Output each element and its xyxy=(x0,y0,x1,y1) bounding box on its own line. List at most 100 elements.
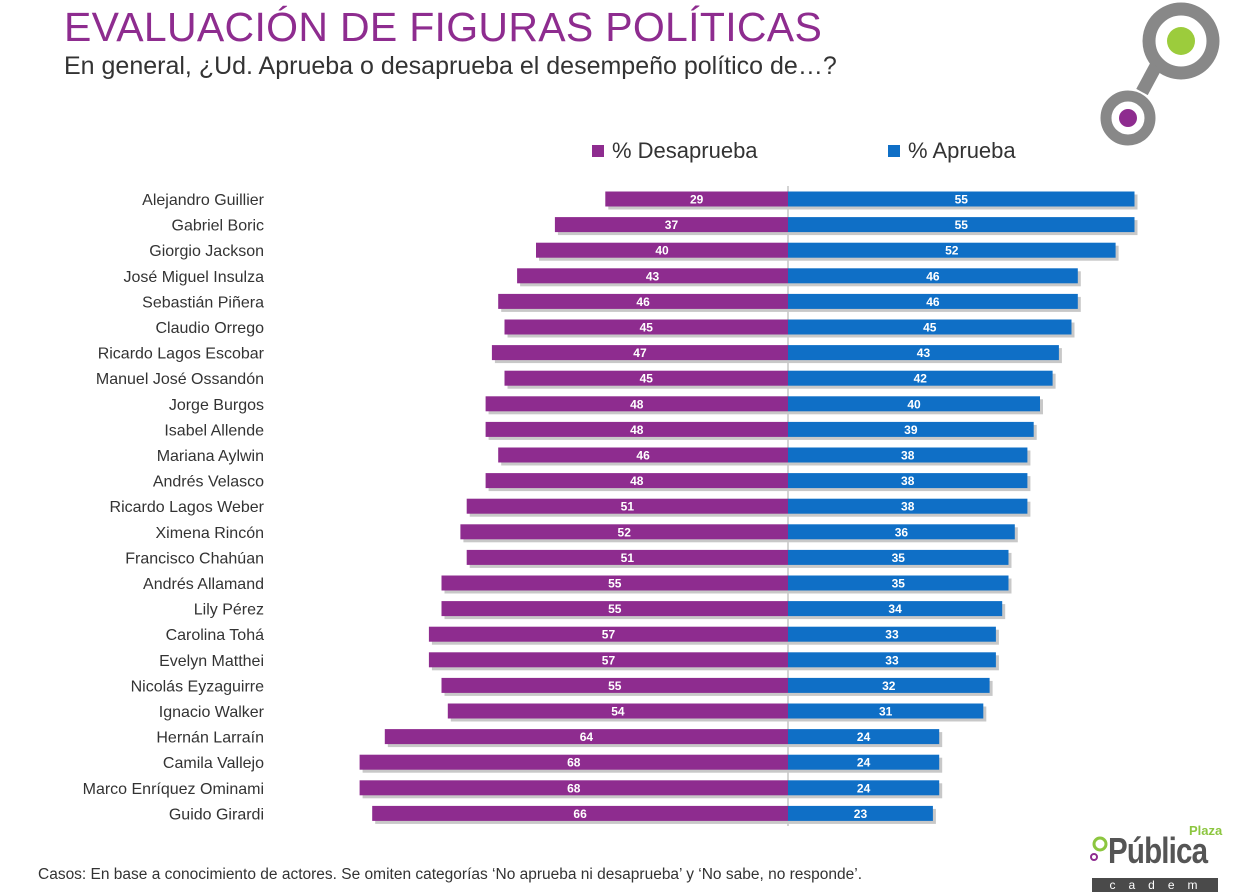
data-label-desaprueba: 68 xyxy=(567,781,581,795)
data-label-aprueba: 43 xyxy=(917,346,931,360)
data-label-aprueba: 38 xyxy=(901,474,915,488)
logo-publica-text: Pública xyxy=(1108,830,1208,871)
bar-desaprueba xyxy=(498,293,788,309)
bar-desaprueba xyxy=(466,549,788,565)
data-label-desaprueba: 48 xyxy=(630,423,644,437)
category-label: Carolina Tohá xyxy=(166,627,265,644)
category-label: Andrés Allamand xyxy=(143,576,264,593)
legend-label-aprueba: % Aprueba xyxy=(908,138,1016,163)
bar-aprueba xyxy=(788,370,1053,386)
bar-desaprueba xyxy=(441,677,788,693)
bar-desaprueba xyxy=(491,345,788,361)
legend-item-aprueba: % Aprueba xyxy=(888,138,1016,164)
data-label-aprueba: 45 xyxy=(923,321,937,335)
bar-aprueba xyxy=(788,498,1028,514)
bar-desaprueba xyxy=(372,805,788,821)
bar-desaprueba xyxy=(485,421,788,437)
data-label-desaprueba: 45 xyxy=(640,321,654,335)
data-label-desaprueba: 57 xyxy=(602,628,616,642)
data-label-desaprueba: 43 xyxy=(646,269,660,283)
bar-aprueba xyxy=(788,396,1040,412)
legend-swatch-aprueba xyxy=(888,145,900,157)
bar-aprueba xyxy=(788,319,1072,335)
bar-desaprueba xyxy=(485,473,788,489)
data-label-aprueba: 38 xyxy=(901,449,915,463)
category-label: Nicolás Eyzaguirre xyxy=(131,678,264,695)
data-label-aprueba: 42 xyxy=(914,372,928,386)
data-label-desaprueba: 51 xyxy=(621,551,635,565)
bar-desaprueba xyxy=(447,703,788,719)
category-label: Camila Vallejo xyxy=(163,755,264,772)
data-label-aprueba: 23 xyxy=(854,807,868,821)
bar-aprueba xyxy=(788,345,1059,361)
bar-aprueba xyxy=(788,549,1009,565)
plaza-publica-logo: Plaza Pública cadem xyxy=(1088,820,1222,892)
bar-aprueba xyxy=(788,703,984,719)
bar-desaprueba xyxy=(498,447,788,463)
data-label-aprueba: 24 xyxy=(857,781,871,795)
bar-aprueba xyxy=(788,652,996,668)
bar-aprueba xyxy=(788,677,990,693)
category-label: Mariana Aylwin xyxy=(157,448,264,465)
data-label-aprueba: 52 xyxy=(945,244,959,258)
data-label-aprueba: 46 xyxy=(926,269,940,283)
bar-desaprueba xyxy=(605,191,788,207)
data-label-desaprueba: 29 xyxy=(690,193,704,207)
data-label-aprueba: 24 xyxy=(857,730,871,744)
data-label-aprueba: 55 xyxy=(955,193,969,207)
bar-desaprueba xyxy=(359,754,788,770)
data-label-desaprueba: 64 xyxy=(580,730,594,744)
category-label: Hernán Larraín xyxy=(156,730,264,747)
category-label: Ricardo Lagos Weber xyxy=(110,499,265,516)
legend-item-desaprueba: % Desaprueba xyxy=(592,138,758,164)
bar-aprueba xyxy=(788,601,1003,617)
category-label: Lily Pérez xyxy=(194,602,264,619)
data-label-desaprueba: 48 xyxy=(630,397,644,411)
category-label: Giorgio Jackson xyxy=(149,243,264,260)
logo-cadem-text: cadem xyxy=(1092,878,1218,892)
bar-aprueba xyxy=(788,447,1028,463)
bar-desaprueba xyxy=(359,780,788,796)
data-label-aprueba: 33 xyxy=(885,653,899,667)
publica-dot-icon xyxy=(1090,836,1108,861)
logo-plaza-text: Plaza xyxy=(1189,823,1223,838)
bar-aprueba xyxy=(788,268,1078,284)
bar-aprueba xyxy=(788,293,1078,309)
bar-desaprueba xyxy=(460,524,788,540)
category-label: Alejandro Guillier xyxy=(142,192,265,209)
bar-aprueba xyxy=(788,729,940,745)
data-label-aprueba: 35 xyxy=(892,551,906,565)
category-label: Manuel José Ossandón xyxy=(96,371,264,388)
data-label-aprueba: 38 xyxy=(901,500,915,514)
cadem-rings-logo-icon xyxy=(1100,2,1220,146)
bar-aprueba xyxy=(788,524,1015,540)
bar-desaprueba xyxy=(441,601,788,617)
footnote: Casos: En base a conocimiento de actores… xyxy=(38,866,863,883)
category-label: Claudio Orrego xyxy=(156,320,265,337)
category-label: Sebastián Piñera xyxy=(142,294,264,311)
data-label-desaprueba: 68 xyxy=(567,756,581,770)
data-label-desaprueba: 37 xyxy=(665,218,679,232)
data-label-desaprueba: 48 xyxy=(630,474,644,488)
bar-aprueba xyxy=(788,805,933,821)
category-label: Francisco Chahúan xyxy=(125,550,264,567)
bar-aprueba xyxy=(788,473,1028,489)
category-label: Gabriel Boric xyxy=(172,218,264,235)
category-label: Jorge Burgos xyxy=(169,397,264,414)
category-label: Evelyn Matthei xyxy=(159,653,264,670)
category-label: Ignacio Walker xyxy=(159,704,265,721)
data-label-desaprueba: 55 xyxy=(608,679,622,693)
bar-aprueba xyxy=(788,575,1009,591)
data-label-aprueba: 46 xyxy=(926,295,940,309)
bar-desaprueba xyxy=(428,626,788,642)
data-label-desaprueba: 54 xyxy=(611,705,625,719)
bar-desaprueba xyxy=(504,370,788,386)
bar-aprueba xyxy=(788,217,1135,233)
bar-desaprueba xyxy=(466,498,788,514)
legend-swatch-desaprueba xyxy=(592,145,604,157)
bar-desaprueba xyxy=(428,652,788,668)
category-label: Isabel Allende xyxy=(164,422,264,439)
data-label-desaprueba: 40 xyxy=(655,244,669,258)
data-label-aprueba: 35 xyxy=(892,577,906,591)
